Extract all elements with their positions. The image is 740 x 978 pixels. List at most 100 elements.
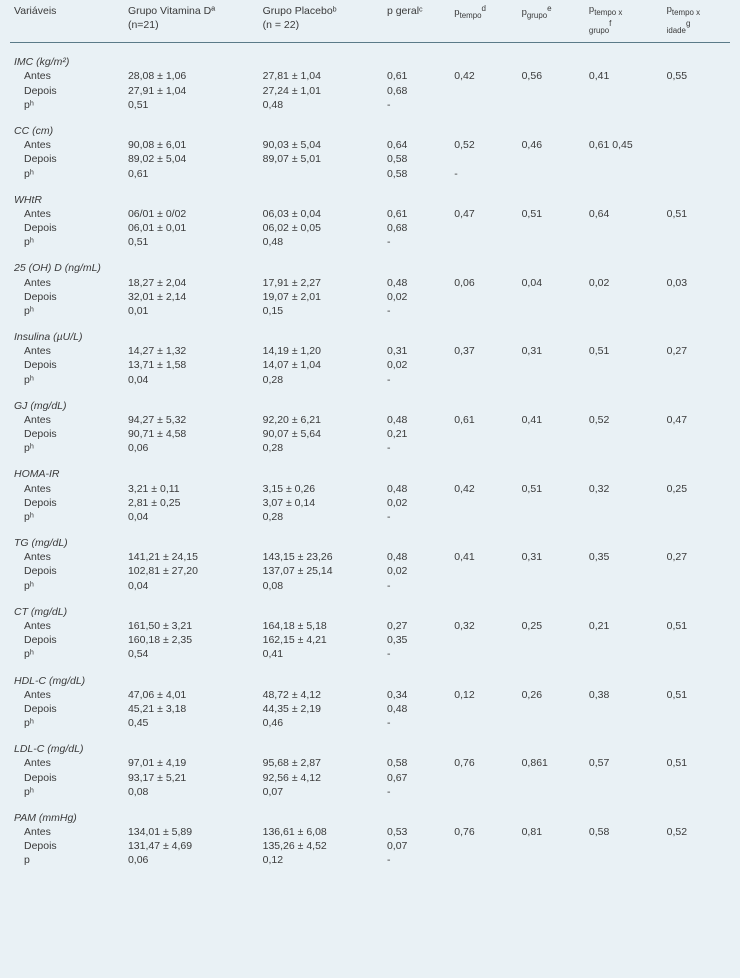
table-cell: 3,21 ± 0,11 bbox=[124, 482, 259, 496]
table-cell bbox=[518, 771, 585, 785]
hdr-pt-sup: d bbox=[482, 4, 486, 13]
table-cell: pʰ bbox=[10, 716, 124, 730]
table-cell bbox=[663, 853, 730, 867]
table-cell bbox=[585, 358, 663, 372]
table-cell: - bbox=[383, 98, 450, 112]
table-row: pʰ0,060,28- bbox=[10, 441, 730, 455]
table-cell bbox=[518, 785, 585, 799]
table-cell: 27,91 ± 1,04 bbox=[124, 84, 259, 98]
table-cell: - bbox=[383, 785, 450, 799]
table-cell: 0,76 bbox=[450, 756, 517, 770]
section-title-row: CC (cm) bbox=[10, 112, 730, 138]
table-cell: 0,38 bbox=[585, 688, 663, 702]
table-row: Antes90,08 ± 6,0190,03 ± 5,040,640,520,4… bbox=[10, 138, 730, 152]
table-row: Antes47,06 ± 4,0148,72 ± 4,120,340,120,2… bbox=[10, 688, 730, 702]
table-cell: - bbox=[383, 853, 450, 867]
table-cell: 97,01 ± 4,19 bbox=[124, 756, 259, 770]
table-cell bbox=[585, 647, 663, 661]
table-cell bbox=[663, 564, 730, 578]
table-cell: 0,06 bbox=[450, 276, 517, 290]
hdr-g1-line2: (n=21) bbox=[128, 19, 159, 31]
table-cell: Antes bbox=[10, 276, 124, 290]
table-cell: 0,51 bbox=[663, 207, 730, 221]
table-cell bbox=[663, 138, 730, 152]
table-cell bbox=[518, 358, 585, 372]
results-table: Variáveis Grupo Vitamina Dª (n=21) Grupo… bbox=[10, 4, 730, 868]
table-cell: 06,02 ± 0,05 bbox=[259, 221, 383, 235]
table-cell bbox=[450, 84, 517, 98]
table-row: Depois13,71 ± 1,5814,07 ± 1,040,02 bbox=[10, 358, 730, 372]
table-cell: 0,48 bbox=[383, 482, 450, 496]
table-cell: 0,53 bbox=[383, 825, 450, 839]
table-cell: 48,72 ± 4,12 bbox=[259, 688, 383, 702]
section-title-row: PAM (mmHg) bbox=[10, 799, 730, 825]
table-cell: 0,21 bbox=[585, 619, 663, 633]
table-cell: Antes bbox=[10, 207, 124, 221]
table-cell bbox=[585, 496, 663, 510]
section-title: CT (mg/dL) bbox=[10, 593, 730, 619]
table-cell: 0,04 bbox=[124, 373, 259, 387]
table-row: Depois06,01 ± 0,0106,02 ± 0,050,68 bbox=[10, 221, 730, 235]
hdr-p-tempo-grupo: ptempo x grupof bbox=[585, 4, 663, 43]
table-cell: 0,48 bbox=[383, 413, 450, 427]
section-title-row: GJ (mg/dL) bbox=[10, 387, 730, 413]
table-cell: 0,51 bbox=[663, 688, 730, 702]
table-cell: 0,46 bbox=[518, 138, 585, 152]
table-cell: Antes bbox=[10, 756, 124, 770]
table-cell bbox=[663, 84, 730, 98]
hdr-ptg-sup: f bbox=[609, 19, 611, 28]
table-cell: 0,76 bbox=[450, 825, 517, 839]
table-cell: 0,26 bbox=[518, 688, 585, 702]
table-cell bbox=[585, 235, 663, 249]
table-cell bbox=[663, 510, 730, 524]
table-cell bbox=[450, 441, 517, 455]
section-title-row: HDL-C (mg/dL) bbox=[10, 662, 730, 688]
table-cell: 0,32 bbox=[450, 619, 517, 633]
table-cell: - bbox=[383, 373, 450, 387]
hdr-g2-line1: Grupo Placeboᵇ bbox=[263, 5, 337, 17]
table-cell: pʰ bbox=[10, 510, 124, 524]
table-cell: 162,15 ± 4,21 bbox=[259, 633, 383, 647]
table-cell: Antes bbox=[10, 619, 124, 633]
table-cell: 27,81 ± 1,04 bbox=[259, 69, 383, 83]
table-cell: 90,08 ± 6,01 bbox=[124, 138, 259, 152]
table-cell bbox=[663, 579, 730, 593]
table-cell: 0,41 bbox=[259, 647, 383, 661]
table-cell bbox=[518, 564, 585, 578]
table-cell: 0,31 bbox=[383, 344, 450, 358]
table-cell: 0,54 bbox=[124, 647, 259, 661]
table-cell bbox=[450, 98, 517, 112]
hdr-grupo-placebo: Grupo Placeboᵇ (n = 22) bbox=[259, 4, 383, 43]
table-cell bbox=[585, 290, 663, 304]
table-cell bbox=[585, 427, 663, 441]
table-cell: 0,03 bbox=[663, 276, 730, 290]
table-cell bbox=[518, 839, 585, 853]
section-title-row: TG (mg/dL) bbox=[10, 524, 730, 550]
table-cell: 0,51 bbox=[124, 235, 259, 249]
hdr-pt-sub: tempo bbox=[460, 11, 482, 20]
table-row: pʰ0,040,28- bbox=[10, 510, 730, 524]
table-cell: 90,07 ± 5,64 bbox=[259, 427, 383, 441]
table-cell: 0,01 bbox=[124, 304, 259, 318]
section-title-row: CT (mg/dL) bbox=[10, 593, 730, 619]
table-cell: 0,56 bbox=[518, 69, 585, 83]
section-title: LDL-C (mg/dL) bbox=[10, 730, 730, 756]
table-cell: 0,04 bbox=[124, 510, 259, 524]
table-cell: - bbox=[383, 579, 450, 593]
table-row: Depois102,81 ± 27,20137,07 ± 25,140,02 bbox=[10, 564, 730, 578]
table-cell bbox=[585, 716, 663, 730]
table-cell: 0,04 bbox=[518, 276, 585, 290]
hdr-ptg-sub1: tempo x bbox=[594, 8, 622, 17]
table-cell: 0,48 bbox=[383, 276, 450, 290]
table-cell: 0,25 bbox=[518, 619, 585, 633]
table-cell: Depois bbox=[10, 358, 124, 372]
section-title: HDL-C (mg/dL) bbox=[10, 662, 730, 688]
table-cell bbox=[518, 579, 585, 593]
table-row: pʰ0,080,07- bbox=[10, 785, 730, 799]
hdr-variaveis: Variáveis bbox=[10, 4, 124, 43]
table-cell: 0,55 bbox=[663, 69, 730, 83]
table-cell: 0,58 bbox=[383, 756, 450, 770]
table-cell bbox=[450, 358, 517, 372]
table-cell: Depois bbox=[10, 702, 124, 716]
hdr-pgr-sub: grupo bbox=[527, 11, 547, 20]
